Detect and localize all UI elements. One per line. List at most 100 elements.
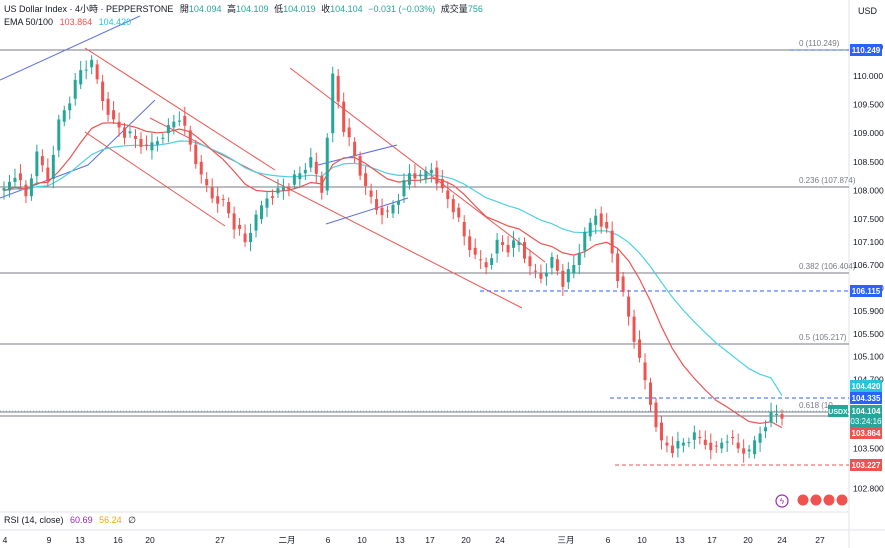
candle-body: [659, 422, 663, 441]
candle-body: [599, 213, 603, 227]
low-label: 低: [274, 3, 283, 14]
candle-body: [446, 190, 450, 200]
candle-body: [375, 199, 379, 210]
candle-body: [512, 240, 516, 248]
us-flag-event-icon[interactable]: [796, 493, 810, 507]
high-value: 104.109: [236, 4, 269, 14]
lightning-event-icon[interactable]: [775, 494, 789, 508]
fib-level-label: 0.382 (106.404): [799, 262, 856, 271]
time-tick-label: 20: [743, 535, 753, 545]
time-tick-label: 24: [495, 535, 505, 545]
candle-body: [380, 207, 384, 216]
time-tick-label: 17: [707, 535, 717, 545]
price-tags: 110.249 106.115 104.420 104.335 USDX 104…: [828, 44, 882, 471]
us-flag-event-icon[interactable]: [809, 493, 823, 507]
time-tick-label: 6: [606, 535, 611, 545]
volume-label: 成交量: [441, 3, 468, 14]
candle-body: [533, 270, 537, 272]
candle-body: [95, 64, 99, 80]
candle-body: [605, 222, 609, 229]
candle-body: [106, 98, 110, 115]
candle-body: [758, 433, 762, 443]
candle-body: [698, 436, 702, 438]
time-tick-label: 13: [675, 535, 685, 545]
candle-body: [62, 110, 66, 122]
candle-body: [418, 174, 422, 177]
candle-body: [177, 120, 181, 122]
time-tick-label: 9: [47, 535, 52, 545]
candle-body: [468, 236, 472, 251]
red-channel-1-bottom[interactable]: [84, 131, 226, 227]
candle-body: [775, 414, 779, 416]
candle-body: [462, 222, 466, 237]
candle-body: [681, 442, 685, 446]
candle-body: [457, 207, 461, 218]
tag-110249-text: 110.249: [852, 46, 881, 55]
time-tick-label: 三月: [557, 535, 574, 545]
candle-body: [643, 362, 647, 381]
candle-body: [35, 151, 39, 177]
price-tick-label: 109.500: [853, 100, 884, 110]
candle-body: [84, 69, 88, 71]
candle-body: [544, 272, 548, 277]
candle-body: [2, 188, 6, 191]
tag-110249: [850, 44, 882, 56]
candle-body: [479, 259, 483, 261]
candle-body: [232, 213, 236, 230]
price-tick-label: 108.000: [853, 185, 884, 195]
candle-body: [270, 196, 274, 198]
ema100-line[interactable]: [3, 140, 783, 397]
blue-channel-left-upper[interactable]: [87, 99, 156, 166]
candle-body: [172, 121, 176, 128]
candle-body: [440, 179, 444, 189]
red-channel-1-top[interactable]: [84, 47, 276, 171]
candle-body: [314, 161, 318, 174]
time-axis[interactable]: 4 9 13 16 20 27 二月 6 10 13 17 20 24 三月 6 10 13 17 20 24 27: [3, 535, 825, 545]
candles[interactable]: [2, 55, 784, 463]
tag-106115-text: 106.115: [852, 287, 881, 296]
candle-body: [753, 440, 757, 455]
price-tick-label: 105.500: [853, 329, 884, 339]
ema50-line[interactable]: [3, 122, 783, 429]
price-tick-label: 107.500: [853, 214, 884, 224]
low-value: 104.019: [283, 4, 316, 14]
blue-flag-bottom[interactable]: [325, 197, 409, 225]
price-tick-label: 106.700: [853, 260, 884, 270]
candle-body: [484, 262, 488, 268]
candle-body: [665, 442, 669, 446]
trend-lines[interactable]: [0, 15, 546, 309]
candle-body: [342, 101, 346, 133]
blue-flag-top[interactable]: [317, 144, 398, 166]
candle-body: [435, 167, 439, 184]
blue-channel-top-left[interactable]: [0, 15, 141, 81]
candle-body: [588, 222, 592, 237]
candle-body: [413, 173, 417, 179]
candle-body: [709, 442, 713, 451]
candle-body: [747, 449, 751, 452]
fib-level-label: 0.236 (107.874): [799, 176, 856, 185]
candle-body: [210, 187, 214, 199]
us-flag-event-icon[interactable]: [835, 493, 849, 507]
candle-body: [402, 180, 406, 197]
candle-body: [238, 224, 242, 229]
candle-body: [73, 79, 77, 99]
fib-retracement[interactable]: [0, 49, 849, 417]
candle-body: [79, 70, 83, 85]
change-value: −0.031 (−0.03%): [368, 4, 435, 14]
candle-body: [764, 427, 768, 432]
tag-103227: [850, 459, 882, 471]
tag-ema100: [850, 380, 882, 392]
candle-body: [555, 259, 559, 271]
rsi-value-1: 60.69: [70, 515, 93, 525]
candle-body: [725, 441, 729, 443]
event-icons[interactable]: ϟ: [775, 493, 849, 508]
currency-label[interactable]: USD: [858, 6, 878, 16]
price-tick-label: 108.500: [853, 157, 884, 167]
candle-body: [539, 273, 543, 279]
us-flag-event-icon[interactable]: [822, 493, 836, 507]
price-tick-label: 109.000: [853, 128, 884, 138]
time-tick-label: 20: [145, 535, 155, 545]
candle-body: [424, 171, 428, 180]
